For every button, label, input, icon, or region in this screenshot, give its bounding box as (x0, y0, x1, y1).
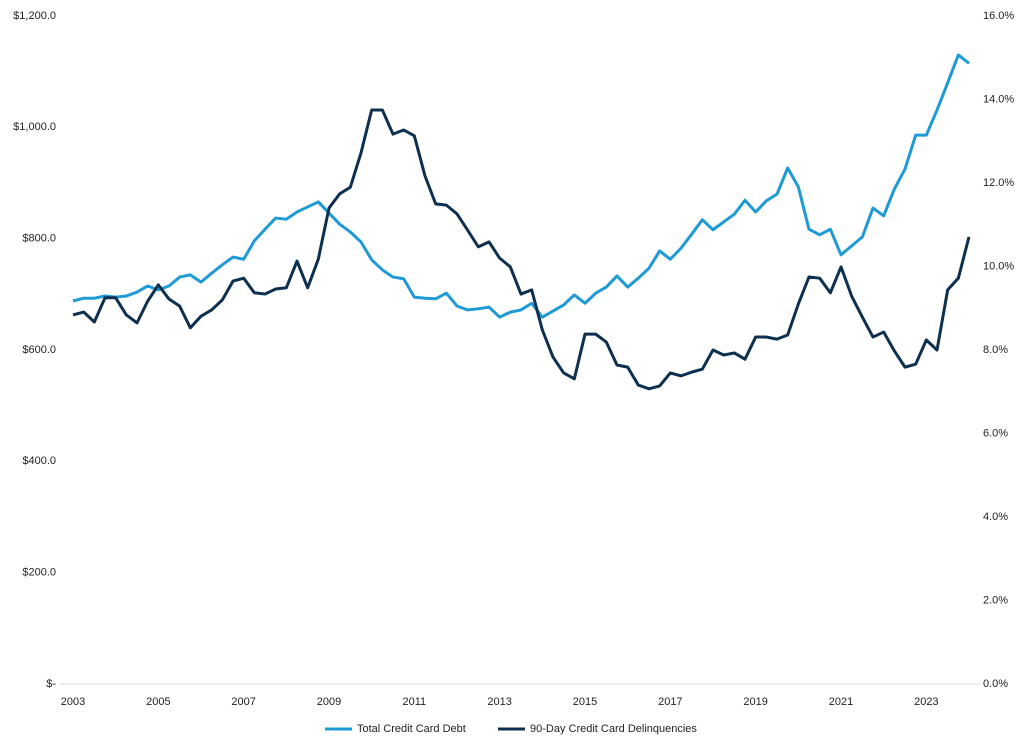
y2-tick-label: 4.0% (983, 511, 1008, 523)
x-tick-label: 2009 (317, 696, 341, 708)
y-tick-label: $- (46, 678, 56, 690)
series-line (72, 53, 970, 319)
y-tick-label: $800.0 (22, 233, 56, 245)
y-tick-label: $600.0 (22, 344, 56, 356)
y2-tick-label: 0.0% (983, 678, 1008, 690)
x-tick-label: 2005 (146, 696, 170, 708)
x-tick-label: 2017 (658, 696, 682, 708)
x-tick-label: 2011 (403, 696, 427, 708)
legend-label: Total Credit Card Debt (357, 723, 466, 735)
y2-tick-label: 16.0% (983, 10, 1014, 22)
x-tick-label: 2015 (573, 696, 597, 708)
y-tick-label: $400.0 (22, 455, 56, 467)
y2-tick-label: 2.0% (983, 594, 1008, 606)
x-tick-label: 2021 (829, 696, 853, 708)
y2-tick-label: 12.0% (983, 177, 1014, 189)
x-tick-label: 2023 (914, 696, 938, 708)
x-tick-label: 2019 (743, 696, 767, 708)
y-tick-label: $1,000.0 (13, 121, 56, 133)
x-tick-label: 2007 (231, 696, 255, 708)
y2-tick-label: 6.0% (983, 427, 1008, 439)
y-tick-label: $1,200.0 (13, 10, 56, 22)
y-tick-label: $200.0 (22, 567, 56, 579)
series-line (72, 108, 971, 391)
y2-tick-label: 8.0% (983, 344, 1008, 356)
y2-tick-label: 10.0% (983, 260, 1014, 272)
legend-label: 90-Day Credit Card Delinquencies (530, 723, 697, 735)
x-tick-label: 2013 (487, 696, 511, 708)
x-tick-label: 2003 (61, 696, 85, 708)
y2-tick-label: 14.0% (983, 93, 1014, 105)
